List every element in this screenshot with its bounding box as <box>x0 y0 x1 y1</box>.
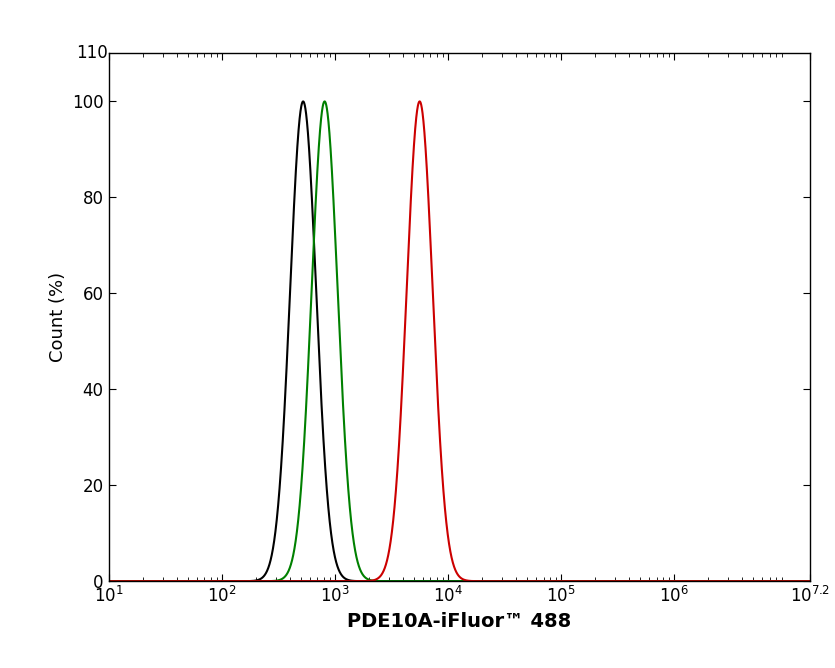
Y-axis label: Count (%): Count (%) <box>48 273 67 362</box>
X-axis label: PDE10A-iFluor™ 488: PDE10A-iFluor™ 488 <box>347 612 571 631</box>
Text: 110: 110 <box>76 45 108 62</box>
